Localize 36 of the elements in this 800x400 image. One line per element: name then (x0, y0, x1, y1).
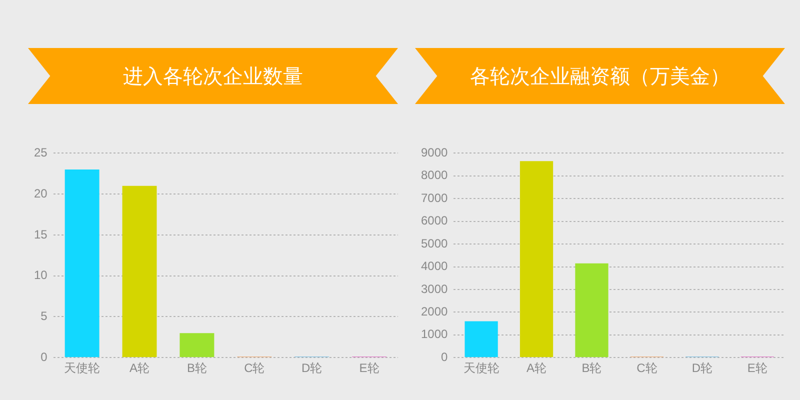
y-tick-label: 10 (34, 268, 48, 282)
y-tick-label: 1000 (420, 327, 448, 342)
bar (64, 170, 100, 358)
x-tick-label: C轮 (244, 361, 265, 376)
y-tick-label: 7000 (420, 190, 448, 205)
chart-title: 各轮次企业融资额（万美金） (470, 64, 730, 90)
chart-title: 进入各轮次企业数量 (123, 64, 303, 90)
y-tick-label: 15 (34, 227, 48, 242)
x-tick-label: 天使轮 (463, 361, 500, 376)
x-tick-label: B轮 (186, 361, 207, 376)
y-tick-label: 5 (40, 309, 48, 324)
x-tick-label: D轮 (692, 361, 713, 376)
y-tick-label: 2000 (420, 304, 448, 318)
x-tick-label: C轮 (636, 361, 658, 376)
bar (122, 186, 157, 358)
y-tick-label: 8000 (420, 168, 448, 182)
bar (464, 321, 498, 358)
x-tick-label: E轮 (359, 361, 380, 376)
y-tick-label: 9000 (420, 146, 448, 160)
y-tick-label: 0 (40, 350, 48, 364)
x-tick-label: B轮 (582, 361, 602, 376)
y-tick-label: 5000 (420, 236, 448, 250)
y-tick-label: 4000 (420, 259, 448, 274)
y-tick-label: 6000 (420, 214, 448, 228)
bar (575, 263, 608, 358)
x-tick-label: 天使轮 (64, 361, 100, 376)
x-tick-label: D轮 (302, 361, 322, 376)
x-tick-label: A轮 (526, 361, 547, 376)
y-tick-label: 20 (34, 186, 48, 200)
y-tick-label: 3000 (420, 282, 448, 296)
x-tick-label: E轮 (747, 361, 768, 376)
bar (180, 333, 214, 358)
y-tick-label: 25 (34, 146, 48, 160)
x-tick-label: A轮 (130, 361, 150, 376)
y-tick-label: 0 (441, 350, 448, 364)
bar (520, 161, 554, 358)
